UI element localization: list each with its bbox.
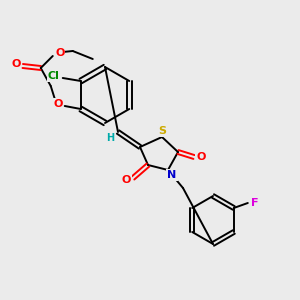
Text: O: O <box>55 48 64 58</box>
Text: F: F <box>251 198 259 208</box>
Text: O: O <box>11 59 20 69</box>
Text: H: H <box>106 133 114 143</box>
Text: O: O <box>121 175 131 185</box>
Text: N: N <box>167 170 177 180</box>
Text: S: S <box>158 126 166 136</box>
Text: Cl: Cl <box>48 71 60 81</box>
Text: O: O <box>53 99 62 109</box>
Text: O: O <box>196 152 206 162</box>
